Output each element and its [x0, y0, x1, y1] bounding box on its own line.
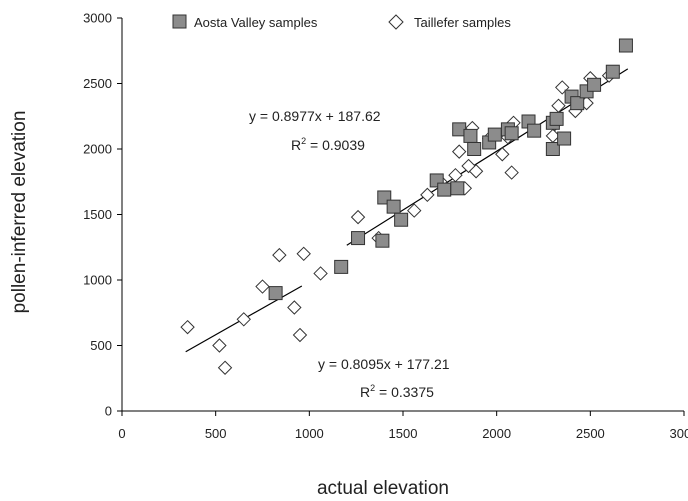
y-axis-ticks: 0 500 1000 1500 2000 2500 3000 [83, 11, 122, 419]
data-points [180, 38, 633, 375]
legend-label-aosta: Aosta Valley samples [194, 15, 318, 30]
aosta-valley-point [557, 131, 572, 146]
taillefer-point [180, 319, 195, 335]
y-tick-label: 500 [90, 338, 112, 353]
taillefer-point [236, 312, 251, 327]
trendline-r2-lower: R2 = 0.3375 [360, 383, 434, 400]
x-tick-label: 500 [205, 426, 227, 441]
x-tick-label: 2500 [576, 426, 605, 441]
aosta-valley-point [587, 77, 602, 92]
aosta-valley-point [437, 182, 452, 197]
legend: Aosta Valley samples Taillefer samples [172, 14, 511, 30]
taillefer-point [212, 338, 227, 353]
aosta-valley-point [268, 286, 283, 301]
taillefer-point [551, 98, 566, 113]
legend-marker-taillefer [388, 14, 404, 30]
taillefer-point [407, 203, 422, 218]
taillefer-point [292, 327, 308, 343]
taillefer-point [350, 209, 366, 225]
taillefer-point [287, 300, 302, 315]
taillefer-point [420, 187, 435, 203]
y-axis-title: pollen-inferred elevation [9, 111, 30, 314]
taillefer-point [217, 360, 233, 375]
aosta-valley-point [450, 181, 465, 196]
trendline-r2-upper: R2 = 0.9039 [291, 136, 365, 153]
x-tick-label: 0 [118, 426, 125, 441]
aosta-valley-point [549, 111, 564, 126]
trendline-equation-upper: y = 0.8977x + 187.62 [249, 108, 381, 124]
y-tick-label: 1000 [83, 273, 112, 288]
aosta-valley-point [605, 64, 620, 79]
x-axis-ticks: 0 500 1000 1500 2000 2500 3000 [118, 411, 688, 441]
trendline-label-lower: y = 0.8095x + 177.21 R2 = 0.3375 [318, 356, 450, 400]
taillefer-point [296, 246, 311, 262]
x-tick-label: 2000 [482, 426, 511, 441]
x-tick-label: 1000 [295, 426, 324, 441]
aosta-valley-point [570, 96, 585, 111]
aosta-valley-point [487, 127, 502, 142]
taillefer-point [272, 247, 287, 263]
taillefer-point [313, 266, 328, 281]
x-tick-label: 1500 [389, 426, 418, 441]
taillefer-point [495, 147, 510, 162]
x-axis-title: actual elevation [317, 478, 449, 499]
aosta-valley-point [351, 231, 366, 246]
aosta-valley-point [463, 128, 478, 143]
aosta-valley-point [618, 38, 633, 53]
aosta-valley-point [545, 142, 560, 156]
aosta-valley-point [504, 126, 519, 141]
aosta-valley-point [386, 199, 401, 214]
x-tick-label: 3000 [670, 426, 688, 441]
y-tick-label: 1500 [83, 207, 112, 222]
y-tick-label: 2000 [83, 142, 112, 157]
aosta-valley-point [375, 233, 390, 248]
legend-marker-aosta [172, 14, 187, 29]
taillefer-point [468, 164, 484, 179]
taillefer-point [255, 279, 270, 294]
legend-label-taillefer: Taillefer samples [414, 15, 511, 30]
y-tick-label: 0 [105, 404, 112, 419]
y-tick-label: 3000 [83, 11, 112, 26]
aosta-valley-point [334, 259, 349, 274]
taillefer-point [504, 165, 519, 180]
aosta-valley-point [467, 142, 482, 156]
aosta-valley-point [527, 123, 542, 138]
aosta-valley-point [394, 212, 409, 227]
trendline-label-upper: y = 0.8977x + 187.62 R2 = 0.9039 [249, 108, 381, 153]
taillefer-point [451, 144, 467, 159]
y-tick-label: 2500 [83, 76, 112, 91]
trendline-equation-lower: y = 0.8095x + 177.21 [318, 356, 450, 372]
